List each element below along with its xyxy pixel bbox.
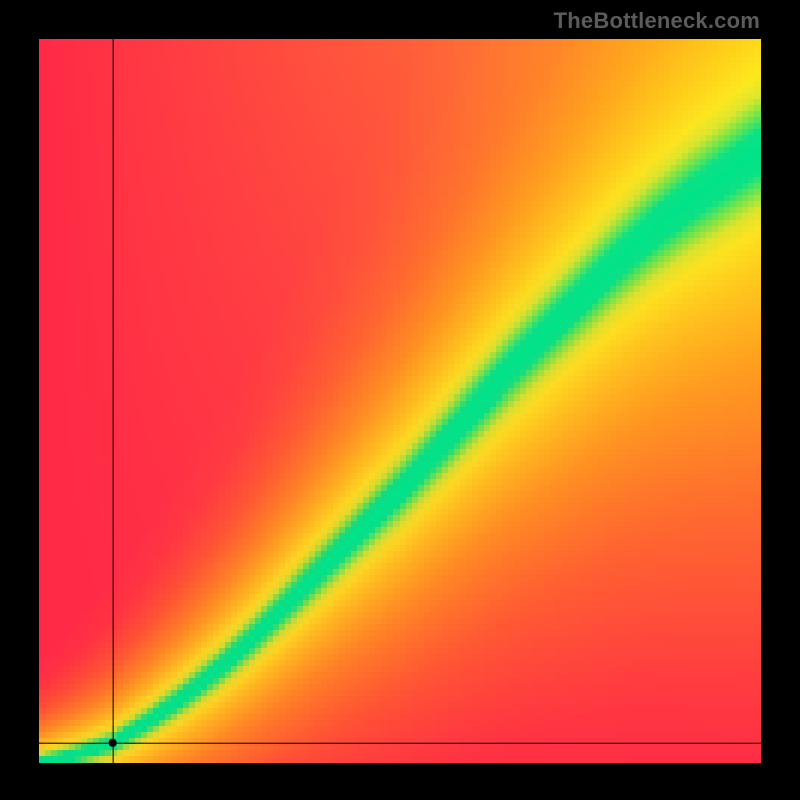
watermark-text: TheBottleneck.com: [554, 8, 760, 34]
chart-container: TheBottleneck.com: [0, 0, 800, 800]
bottleneck-heatmap: [39, 39, 761, 763]
